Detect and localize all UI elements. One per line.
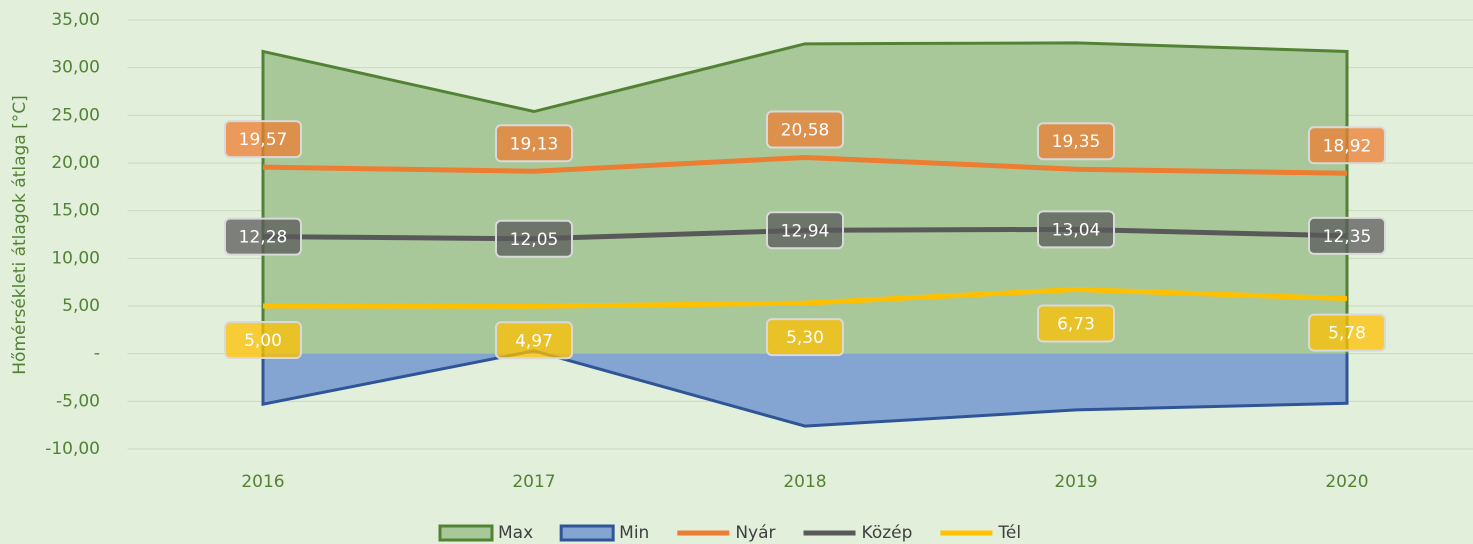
data-label-box	[224, 217, 302, 256]
data-label: 4,97	[515, 331, 553, 351]
data-label: 18,92	[1323, 136, 1372, 156]
y-tick-label: 5,00	[62, 296, 100, 316]
y-tick-label: -	[94, 344, 100, 364]
line	[262, 287, 1348, 309]
data-label: 19,35	[1052, 132, 1101, 152]
y-tick-label: 15,00	[51, 201, 100, 221]
y-tick-label: 35,00	[51, 10, 100, 30]
x-tick-label: 2017	[512, 472, 555, 492]
data-label-box	[1037, 304, 1115, 343]
x-tick-label: 2020	[1325, 472, 1368, 492]
area	[263, 350, 1347, 427]
data-label: 20,58	[781, 120, 830, 140]
data-label-box	[1308, 126, 1386, 165]
data-label-box	[766, 211, 844, 250]
x-tick-label: 2019	[1054, 472, 1097, 492]
line	[262, 154, 1348, 176]
x-tick-label: 2016	[241, 472, 284, 492]
legend-label: Közép	[862, 523, 913, 543]
data-label-box	[224, 120, 302, 159]
data-label: 5,00	[244, 331, 282, 351]
legend-label: Nyár	[735, 523, 775, 543]
data-label-box	[1308, 313, 1386, 352]
data-label: 5,78	[1328, 324, 1366, 344]
data-label: 19,13	[510, 134, 559, 154]
data-label: 12,28	[239, 228, 288, 248]
y-tick-label: 10,00	[51, 248, 100, 268]
data-label-box	[495, 219, 573, 258]
x-tick-label: 2018	[783, 472, 826, 492]
data-label: 12,94	[781, 221, 830, 241]
y-tick-label: 20,00	[51, 153, 100, 173]
data-label-box	[1308, 216, 1386, 255]
legend-label: Min	[619, 523, 649, 543]
legend-swatch	[559, 524, 615, 542]
legend-swatch	[438, 524, 494, 542]
legend-label: Max	[498, 523, 533, 543]
data-label: 19,57	[239, 130, 288, 150]
data-label-box	[224, 321, 302, 359]
y-tick-label: -5,00	[56, 391, 100, 411]
area-border	[261, 41, 1349, 354]
data-label: 13,04	[1052, 220, 1101, 240]
data-label: 6,73	[1057, 315, 1095, 335]
legend-label: Tél	[997, 523, 1021, 543]
data-label-box	[495, 124, 573, 163]
data-label-box	[766, 318, 844, 357]
y-tick-label: 25,00	[51, 105, 100, 125]
y-axis-label: Hőmérsékleti átlagok átlaga [°C]	[10, 95, 30, 374]
y-tick-label: -10,00	[45, 439, 100, 459]
y-tick-label: 30,00	[51, 58, 100, 78]
data-label: 12,05	[510, 230, 559, 250]
data-label-box	[1037, 122, 1115, 161]
area	[263, 42, 1347, 354]
area-border	[261, 349, 1349, 428]
data-label: 12,35	[1323, 227, 1372, 247]
data-label-box	[495, 321, 573, 360]
data-label: 5,30	[786, 328, 824, 348]
data-label-box	[1037, 210, 1115, 249]
data-label-box	[766, 110, 844, 149]
